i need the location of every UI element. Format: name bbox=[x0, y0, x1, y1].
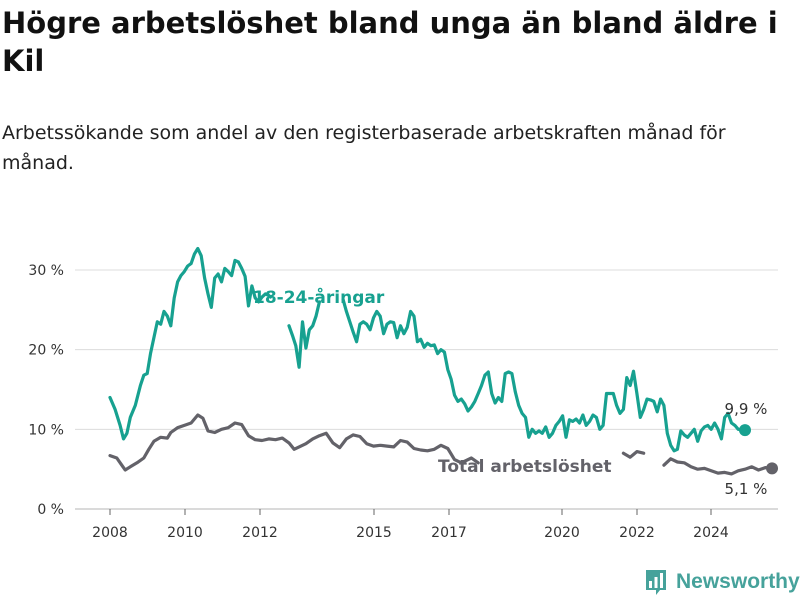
newsworthy-logo: Newsworthy bbox=[644, 568, 800, 596]
x-tick-label: 2020 bbox=[544, 525, 580, 541]
x-tick-label: 2015 bbox=[356, 525, 392, 541]
x-tick-label: 2022 bbox=[619, 525, 655, 541]
y-gridlines: 0 % 10 % 20 % 30 % bbox=[28, 263, 778, 518]
series-label-total: Total arbetslöshet bbox=[438, 457, 612, 477]
chart-title: Högre arbetslöshet bland unga än bland ä… bbox=[2, 6, 778, 78]
end-value-young: 9,9 % bbox=[725, 400, 768, 418]
series-end-marker-total bbox=[766, 462, 779, 475]
x-tick-label: 2017 bbox=[431, 525, 467, 541]
y-tick-label: 20 % bbox=[28, 343, 64, 359]
x-tick-label: 2008 bbox=[92, 525, 128, 541]
x-axis: 2008 2010 2012 2015 2017 2020 2022 2024 bbox=[92, 509, 729, 541]
brand-name: Newsworthy bbox=[676, 570, 800, 593]
end-value-total: 5,1 % bbox=[725, 480, 768, 498]
y-tick-label: 0 % bbox=[37, 502, 64, 518]
series-line-young bbox=[108, 246, 272, 441]
series-line-young bbox=[341, 297, 747, 453]
x-tick-label: 2012 bbox=[242, 525, 278, 541]
series-line-total bbox=[108, 413, 480, 472]
series-line-young bbox=[287, 300, 321, 369]
y-tick-label: 30 % bbox=[28, 263, 64, 279]
chart-subtitle: Arbetssökande som andel av den registerb… bbox=[2, 122, 726, 174]
series-labels: 18-24-åringar Total arbetslöshet 9,9 % 5,1 … bbox=[253, 286, 767, 498]
series-line-total bbox=[662, 457, 774, 476]
series-line-total bbox=[621, 450, 646, 459]
bar-chart-logo-icon bbox=[646, 570, 666, 595]
series-lines bbox=[108, 246, 779, 476]
x-tick-label: 2010 bbox=[167, 525, 203, 541]
series-end-marker-young bbox=[739, 424, 751, 437]
x-tick-label: 2024 bbox=[693, 525, 729, 541]
series-label-young: 18-24-åringar bbox=[253, 286, 385, 308]
y-tick-label: 10 % bbox=[28, 422, 64, 438]
